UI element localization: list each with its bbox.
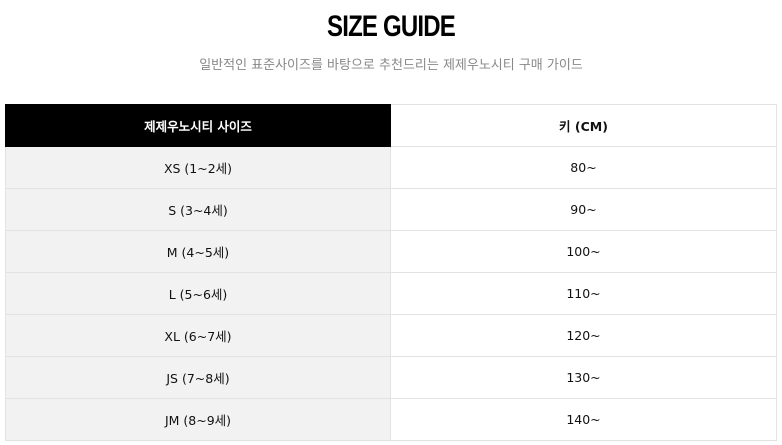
size-table: 제제우노시티 사이즈 키 (CM) XS (1~2세) 80~ S (3~4세) 90…: [5, 104, 777, 441]
size-cell: XL (6~7세): [5, 314, 391, 357]
height-cell: 130~: [390, 356, 777, 399]
table-row: XS (1~2세) 80~: [5, 146, 777, 189]
header-height: 키 (CM): [390, 104, 777, 147]
size-cell: M (4~5세): [5, 230, 391, 273]
height-cell: 90~: [390, 188, 777, 231]
height-cell: 140~: [390, 398, 777, 441]
table-header: 제제우노시티 사이즈 키 (CM): [5, 104, 777, 147]
height-cell: 120~: [390, 314, 777, 357]
table-row: XL (6~7세) 120~: [5, 314, 777, 357]
header-size: 제제우노시티 사이즈: [5, 104, 391, 147]
size-cell: JM (8~9세): [5, 398, 391, 441]
table-row: L (5~6세) 110~: [5, 272, 777, 315]
height-cell: 80~: [390, 146, 777, 189]
size-cell: JS (7~8세): [5, 356, 391, 399]
size-cell: L (5~6세): [5, 272, 391, 315]
table-row: M (4~5세) 100~: [5, 230, 777, 273]
page-title: SIZE GUIDE: [326, 10, 456, 43]
table-row: S (3~4세) 90~: [5, 188, 777, 231]
page-subtitle: 일반적인 표준사이즈를 바탕으로 추천드리는 제제우노시티 구매 가이드: [199, 58, 583, 73]
height-cell: 100~: [390, 230, 777, 273]
size-cell: S (3~4세): [5, 188, 391, 231]
height-cell: 110~: [390, 272, 777, 315]
size-cell: XS (1~2세): [5, 146, 391, 189]
table-row: JS (7~8세) 130~: [5, 356, 777, 399]
table-row: JM (8~9세) 140~: [5, 398, 777, 441]
